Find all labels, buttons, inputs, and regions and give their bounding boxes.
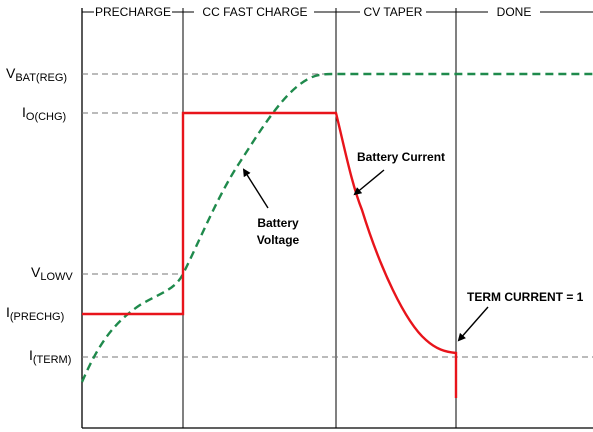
battery-current-label: Battery Current [357, 150, 445, 164]
phase-label-cc-fast-charge: CC FAST CHARGE [202, 5, 307, 19]
label-i-term: I(TERM) [29, 347, 71, 366]
battery-voltage-label-line2: Voltage [257, 233, 300, 247]
battery-voltage-label-line1: Battery [257, 216, 299, 230]
battery-voltage-curve [80, 72, 593, 383]
label-vlowv: VLOWV [31, 264, 73, 283]
label-i-prechg: I(PRECHG) [6, 304, 64, 323]
battery-current-curve [82, 111, 458, 398]
battery-voltage-arrow [242, 168, 269, 209]
label-vbat-reg: VBAT(REG) [6, 65, 67, 84]
battery-current-arrow [353, 169, 385, 196]
term-current-label: TERM CURRENT = 1 [467, 290, 584, 304]
phase-label-precharge: PRECHARGE [95, 5, 171, 19]
label-io-chg: IO(CHG) [22, 104, 66, 123]
phase-label-cv-taper: CV TAPER [364, 5, 423, 19]
term-current-arrow [457, 306, 489, 342]
phase-label-done: DONE [497, 5, 532, 19]
